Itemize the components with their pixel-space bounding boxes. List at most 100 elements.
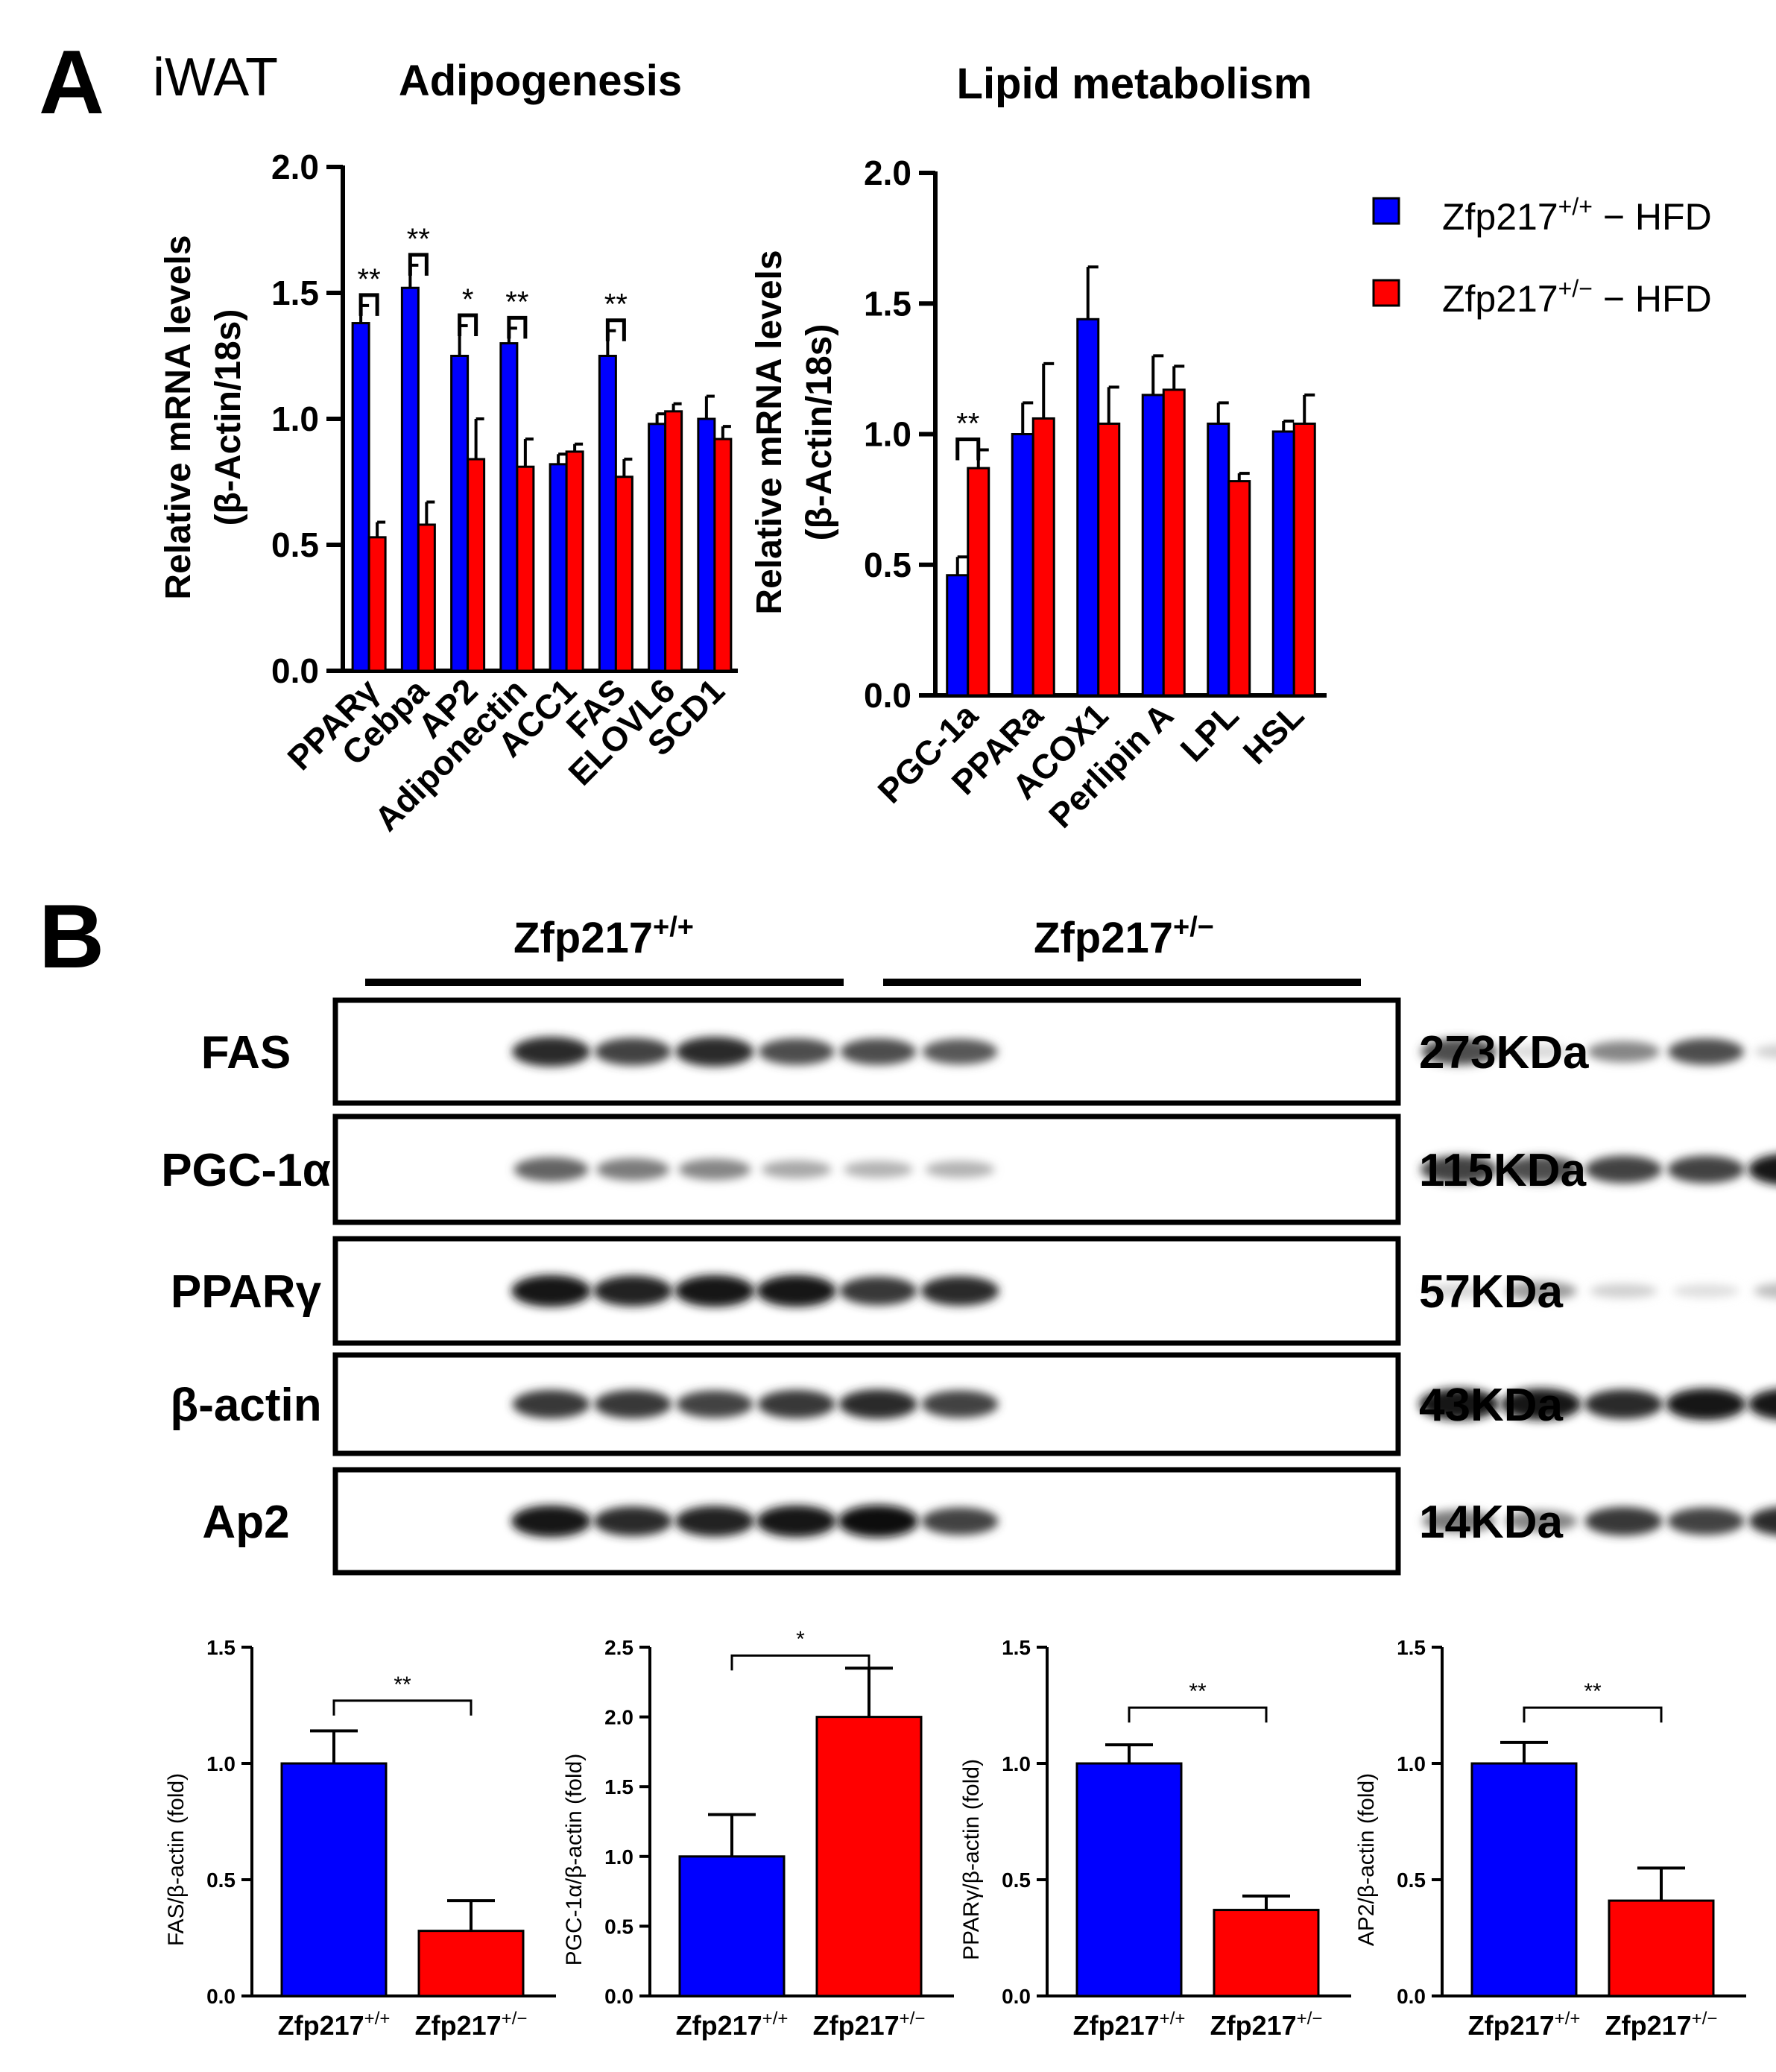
fas-quant-chart: FAS/β-actin (fold) 0.00.51.01.5**Zfp217+… — [164, 1636, 556, 2041]
y-tick-label: 1.5 — [864, 284, 911, 323]
blot-band — [1584, 1506, 1663, 1536]
blot-band — [758, 1038, 835, 1065]
blot-band — [1419, 1388, 1500, 1421]
blot-size-label: 273KDa — [1419, 1027, 1589, 1078]
blot-band — [1422, 1510, 1496, 1532]
blot-band — [757, 1389, 835, 1419]
blot-band — [925, 1160, 995, 1178]
blot-band — [1587, 1040, 1660, 1063]
blot-band — [1590, 1283, 1658, 1298]
blot-band — [1672, 1284, 1739, 1298]
y-tick-label: 2.0 — [271, 148, 319, 186]
legend-label-wt: Zfp217+/+ − HFD — [1442, 193, 1712, 238]
blot-band — [594, 1389, 672, 1419]
bar-lpl-het — [1227, 480, 1251, 697]
bar-het — [1213, 1909, 1320, 1997]
ppar-quant-chart: PPARγ/β-actin (fold) 0.0 0.5 1.0 1.5 ** Zfp21… — [959, 1636, 1351, 2041]
blot-band — [674, 1275, 755, 1307]
blot-band — [674, 1506, 754, 1537]
legend-label-het: Zfp217+/− − HFD — [1442, 275, 1712, 320]
blot-band — [840, 1038, 917, 1065]
blot-size-label: 57KDa — [1419, 1266, 1564, 1318]
bar-acox1-het — [1097, 422, 1121, 697]
blot-band — [1667, 1038, 1744, 1065]
blot-band — [1666, 1388, 1746, 1421]
blot-size-label: 43KDa — [1419, 1380, 1564, 1431]
y-tick-label: 0.5 — [1397, 1869, 1426, 1892]
x-tick-label-sup: +/+ — [1555, 2009, 1581, 2029]
x-tick-label: Zfp217+/+ — [1073, 2009, 1186, 2041]
x-tick-label-base: Zfp217 — [1468, 2010, 1555, 2041]
significance-bracket — [1128, 1706, 1268, 1723]
blot-band — [1421, 1038, 1497, 1065]
blot-band — [1667, 1155, 1745, 1184]
pgc-quant-chart: PGC-1α/β-actin (fold) 0.0 0.5 1.0 1.5 2.0 2.5… — [562, 1627, 954, 2041]
y-tick-label: 1.5 — [604, 1775, 633, 1798]
y-tick-label: 0.5 — [604, 1915, 633, 1938]
bar-het — [815, 1716, 923, 1997]
bar-wt — [678, 1855, 786, 1997]
y-axis-label: FAS/β-actin (fold) — [164, 1773, 189, 1946]
significance-label: ** — [394, 1673, 411, 1697]
blot-size-label: 14KDa — [1419, 1497, 1564, 1548]
y-tick-label: 0.0 — [604, 1985, 633, 2008]
blot-band — [838, 1389, 917, 1419]
chart-title: Lipid metabolism — [957, 60, 1312, 108]
y-tick-label: 0.0 — [1002, 1985, 1031, 2008]
y-tick-label: 1.0 — [604, 1845, 633, 1869]
y-tick-label: 0.0 — [1397, 1985, 1426, 2008]
chart-title: Adipogenesis — [399, 57, 682, 105]
significance-bracket — [458, 313, 478, 336]
bar-adiponectin-wt — [499, 342, 519, 672]
x-tick-label-base: Zfp217 — [813, 2010, 900, 2041]
blot-row-ppar: PPARγ 57KDa — [171, 1236, 1776, 1346]
x-tick-label-sup: +/− — [1297, 2009, 1323, 2029]
blot-protein-label: β-actin — [170, 1380, 321, 1431]
y-axis-label: AP2/β-actin (fold) — [1354, 1773, 1379, 1946]
legend-swatch-wt — [1372, 197, 1400, 225]
significance-bracket — [358, 293, 379, 316]
adipogenesis-chart: Adipogenesis Relative mRNA levels (β-Act… — [159, 57, 738, 838]
blot-band — [512, 1037, 591, 1067]
blot-row-fas: FAS 273KDa — [201, 997, 1776, 1106]
x-tick-label: Zfp217+/− — [415, 2009, 528, 2041]
x-tick-label-base: Zfp217 — [278, 2010, 364, 2041]
x-tick-label-base: Zfp217 — [415, 2010, 502, 2041]
bar-ppar-het — [367, 536, 387, 672]
significance-label: * — [462, 283, 474, 316]
blot-protein-label: PPARγ — [171, 1266, 322, 1318]
blot-band — [756, 1275, 837, 1307]
bar-acc1-het — [565, 450, 584, 672]
y-tick-label: 2.5 — [604, 1636, 633, 1659]
blot-band — [675, 1037, 754, 1067]
y-axis-label: Relative mRNA levels — [159, 235, 198, 599]
bar-ppara-het — [1031, 417, 1055, 697]
y-tick-label: 0.0 — [206, 1985, 236, 2008]
bar-hsl-het — [1292, 422, 1316, 697]
bar-elovl6-wt — [648, 423, 667, 672]
bar-wt — [280, 1762, 388, 1997]
bar-acc1-wt — [549, 463, 568, 672]
lipid-metabolism-chart: Lipid metabolism Relative mRNA levels (β… — [750, 60, 1327, 836]
blot-band — [1584, 1389, 1663, 1419]
x-tick-label-sup: +/+ — [1160, 2009, 1186, 2029]
blot-band — [593, 1275, 673, 1307]
x-tick-label: Zfp217+/+ — [278, 2009, 391, 2041]
significance-bracket — [332, 1699, 473, 1716]
y-tick-label: 1.0 — [1397, 1752, 1426, 1775]
bar-ap2-wt — [450, 355, 470, 672]
blot-row-pgc-1: PGC-1α 115KDa — [161, 1114, 1776, 1225]
bar-pgc-1a-wt — [946, 574, 970, 697]
blot-band — [756, 1505, 837, 1538]
x-tick-label: HSL — [1235, 695, 1311, 771]
blot-group-label-wt: Zfp217+/+ — [513, 912, 694, 962]
tissue-label: iWAT — [153, 48, 278, 107]
blot-band — [678, 1158, 751, 1181]
blot-band — [1505, 1281, 1577, 1301]
significance-label: ** — [956, 408, 979, 440]
blot-band — [1748, 1507, 1776, 1535]
blot-band — [1501, 1388, 1581, 1421]
blot-protein-label: FAS — [201, 1027, 291, 1078]
significance-bracket — [730, 1654, 870, 1671]
